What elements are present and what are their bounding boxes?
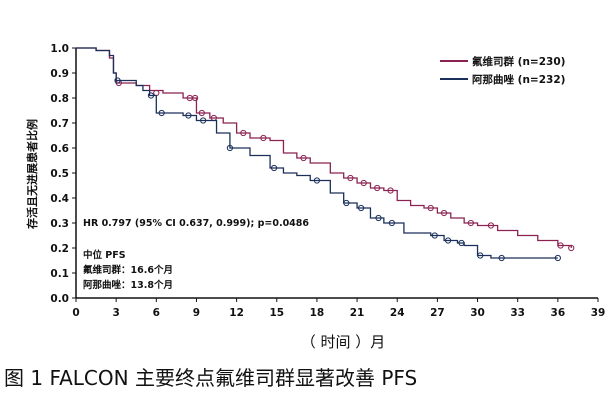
censor-mark-series-1 bbox=[343, 199, 350, 207]
censor-mark-series-0 bbox=[440, 209, 448, 217]
x-tick-label: 33 bbox=[510, 307, 525, 319]
censor-mark-series-0 bbox=[467, 219, 474, 227]
censor-mark-series-0 bbox=[427, 204, 434, 212]
censor-mark-series-0 bbox=[347, 174, 354, 182]
y-tick-label: 1.0 bbox=[50, 43, 69, 55]
y-tick-label: 0.4 bbox=[50, 193, 69, 205]
censor-mark-series-0 bbox=[387, 187, 394, 194]
x-tick-label: 30 bbox=[470, 307, 485, 319]
censor-mark-series-1 bbox=[375, 214, 382, 222]
axes: 0 3 6 9 12 15 18 21 24 27 30 33 36 390.00.10.20.30.40… bbox=[50, 43, 605, 319]
censor-mark-series-1 bbox=[114, 77, 121, 84]
x-tick-label: 24 bbox=[390, 307, 405, 319]
censor-mark-series-0 bbox=[198, 109, 205, 117]
y-tick-label: 0.5 bbox=[50, 168, 69, 180]
x-axis-label: （ 时间 ）月 bbox=[301, 333, 386, 351]
censor-mark-series-0 bbox=[374, 184, 381, 192]
censor-mark-series-0 bbox=[487, 222, 495, 229]
censor-mark-series-1 bbox=[185, 112, 192, 119]
x-tick-label: 27 bbox=[430, 307, 445, 319]
y-axis-label: 存活且无进展患者比例 bbox=[25, 119, 39, 229]
censor-mark-series-0 bbox=[240, 129, 247, 137]
censor-mark-series-0 bbox=[568, 244, 575, 252]
y-tick-label: 0.9 bbox=[50, 68, 69, 80]
y-tick-label: 0.1 bbox=[50, 268, 69, 280]
x-tick-label: 12 bbox=[229, 307, 244, 319]
y-tick-label: 0.2 bbox=[50, 243, 69, 255]
x-tick-label: 36 bbox=[551, 307, 566, 319]
censor-mark-series-1 bbox=[444, 237, 452, 244]
series-layer bbox=[76, 47, 575, 262]
y-tick-label: 0.8 bbox=[50, 93, 69, 105]
y-tick-label: 0.0 bbox=[50, 293, 69, 305]
median-pfs-anastrozole: 阿那曲唑：13.8个月 bbox=[83, 279, 173, 291]
legend-label-anastrozole: 阿那曲唑 (n=232) bbox=[472, 73, 565, 86]
censor-mark-series-0 bbox=[360, 179, 367, 187]
y-tick-label: 0.3 bbox=[50, 218, 69, 230]
censor-mark-series-0 bbox=[153, 89, 160, 97]
x-tick-label: 3 bbox=[112, 307, 119, 319]
hr-annotation: HR 0.797 (95% CI 0.637, 0.999); p=0.0486 bbox=[83, 218, 309, 229]
km-curve-series-1 bbox=[76, 47, 558, 259]
censor-mark-series-0 bbox=[300, 154, 307, 162]
censor-mark-series-1 bbox=[200, 117, 207, 124]
figure-caption: 图 1 FALCON 主要终点氟维司群显著改善 PFS bbox=[4, 366, 418, 390]
x-tick-label: 9 bbox=[193, 307, 200, 319]
y-tick-label: 0.7 bbox=[50, 118, 69, 130]
legend: 氟维司群 (n=230) 阿那曲唑 (n=232) bbox=[440, 55, 565, 86]
censor-mark-series-1 bbox=[458, 239, 465, 247]
censor-mark-series-1 bbox=[147, 92, 155, 99]
x-tick-label: 6 bbox=[153, 307, 160, 319]
y-tick-label: 0.6 bbox=[50, 143, 69, 155]
censor-mark-series-1 bbox=[388, 219, 395, 227]
x-tick-label: 18 bbox=[310, 307, 325, 319]
censor-mark-series-1 bbox=[270, 164, 278, 172]
censor-mark-series-1 bbox=[313, 177, 321, 184]
x-tick-label: 39 bbox=[591, 307, 606, 319]
median-pfs-fulvestrant: 氟维司群：16.6个月 bbox=[83, 264, 173, 276]
x-tick-label: 15 bbox=[269, 307, 284, 319]
censor-mark-series-1 bbox=[226, 144, 234, 152]
censor-mark-series-1 bbox=[477, 252, 484, 259]
censor-mark-series-1 bbox=[158, 109, 165, 117]
censor-mark-series-0 bbox=[192, 94, 199, 102]
x-tick-label: 21 bbox=[350, 307, 365, 319]
censor-mark-series-1 bbox=[357, 204, 365, 212]
censor-mark-series-0 bbox=[260, 134, 267, 142]
censor-mark-series-1 bbox=[431, 232, 438, 239]
censor-mark-series-1 bbox=[554, 254, 561, 262]
median-pfs-title: 中位 PFS bbox=[83, 249, 126, 261]
x-tick-label: 0 bbox=[72, 307, 79, 319]
censor-mark-series-1 bbox=[498, 254, 505, 262]
censor-mark-series-0 bbox=[557, 242, 564, 249]
legend-label-fulvestrant: 氟维司群 (n=230) bbox=[472, 55, 565, 68]
pfs-km-chart: 0 3 6 9 12 15 18 21 24 27 30 33 36 390.00.10.20.30.40… bbox=[25, 43, 605, 351]
